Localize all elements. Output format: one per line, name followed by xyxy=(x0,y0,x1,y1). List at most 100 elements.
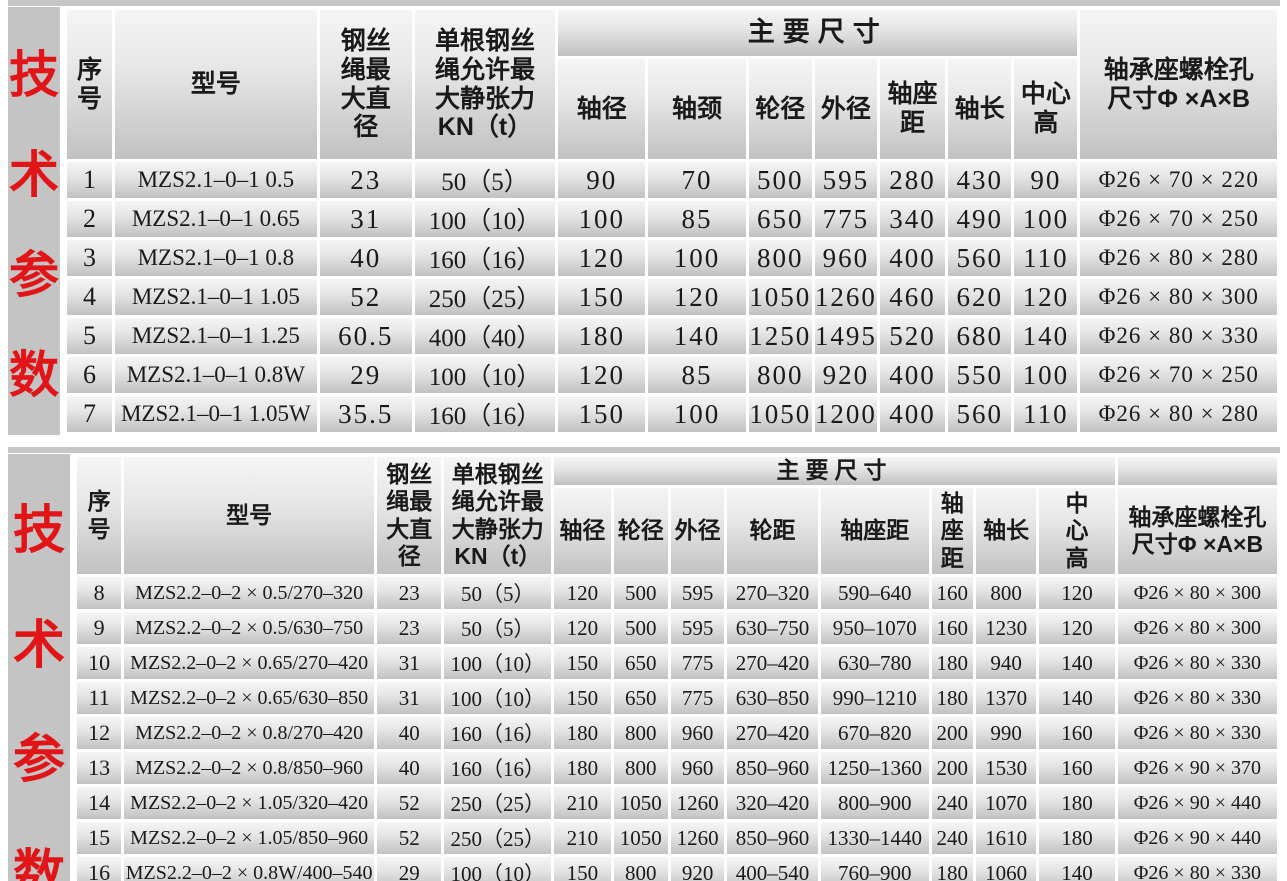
spec-table-block-2: 技术参数 序号 型号 钢丝绳最大直径 单根钢丝绳允许最大静张力KN（t） 主要尺… xyxy=(8,454,1280,881)
cell-rope: 23 xyxy=(377,577,442,609)
cell-d: 150 xyxy=(558,396,646,432)
cell-d: 100 xyxy=(1014,201,1078,237)
cell-seq: 14 xyxy=(77,787,122,819)
cell-d: 560 xyxy=(948,240,1012,276)
col-header-shaft-neck: 轴颈 xyxy=(648,59,746,159)
cell-d: 120 xyxy=(558,240,646,276)
cell-model: MZS2.2–0–2 × 1.05/320–420 xyxy=(124,787,374,819)
cell-tension: 160（16） xyxy=(444,752,552,784)
cell-d: 950–1070 xyxy=(820,612,929,644)
cell-bolt: Φ26 × 80 × 300 xyxy=(1117,612,1277,644)
cell-d: 550 xyxy=(948,357,1012,393)
cell-bolt: Φ26 × 80 × 300 xyxy=(1080,279,1277,315)
cell-bolt: Φ26 × 90 × 440 xyxy=(1117,787,1277,819)
cell-d: 120 xyxy=(648,279,746,315)
col-header-model-label: 型号 xyxy=(190,70,241,99)
cell-d: 920 xyxy=(670,857,725,881)
cell-bolt: Φ26 × 80 × 330 xyxy=(1117,682,1277,714)
col-header-shaft-seat-distance-range: 轴座距 xyxy=(820,488,929,574)
table-row: 12 MZS2.2–0–2 × 0.8/270–420 40 160（16） 180 80… xyxy=(77,717,1277,749)
cell-d: 85 xyxy=(648,201,746,237)
cell-tension: 100（10） xyxy=(414,357,556,393)
cell-d: 180 xyxy=(554,717,611,749)
cell-d: 430 xyxy=(948,162,1012,198)
cell-d: 800–900 xyxy=(820,787,929,819)
cell-seq: 5 xyxy=(67,318,113,354)
col-header-rope-label: 钢丝绳最大直径 xyxy=(340,27,391,142)
cell-tension: 400（40） xyxy=(414,318,556,354)
cell-d: 500 xyxy=(613,612,668,644)
table1-body: 1 MZS2.1–0–1 0.5 23 50（5） 90 70 500 595 280 430 90… xyxy=(67,162,1277,432)
cell-model: MZS2.2–0–2 × 0.8/270–420 xyxy=(124,717,374,749)
side-label-char: 数 xyxy=(12,846,65,881)
col-header-seq: 序号 xyxy=(67,10,113,159)
cell-bolt: Φ26 × 80 × 330 xyxy=(1117,647,1277,679)
cell-model: MZS2.2–0–2 × 0.5/630–750 xyxy=(124,612,374,644)
cell-d: 1200 xyxy=(814,396,877,432)
col-group-main-dimensions: 主要尺寸 xyxy=(558,10,1078,56)
cell-seq: 16 xyxy=(77,857,122,881)
cell-d: 490 xyxy=(948,201,1012,237)
cell-tension: 100（10） xyxy=(414,201,556,237)
col-header-tension-label: 单根钢丝绳允许最大静张力KN（t） xyxy=(435,27,536,142)
cell-d: 1530 xyxy=(975,752,1037,784)
cell-d: 270–420 xyxy=(727,717,818,749)
col-header-shaft-length: 轴长 xyxy=(948,59,1012,159)
spec-table-1: 序号 型号 钢丝绳最大直径 单根钢丝绳允许最大静张力KN（t） 主要尺寸 轴承座… xyxy=(64,7,1280,435)
cell-d: 150 xyxy=(554,647,611,679)
bolt-header-line1: 轴承座螺栓孔 xyxy=(1128,503,1267,530)
cell-model: MZS2.2–0–2 × 0.65/270–420 xyxy=(124,647,374,679)
col-header-seq-label: 序号 xyxy=(77,55,103,113)
col-header-shaft-diameter: 轴径 xyxy=(558,59,646,159)
cell-rope: 52 xyxy=(319,279,412,315)
cell-d: 990–1210 xyxy=(820,682,929,714)
cell-rope: 31 xyxy=(319,201,412,237)
cell-d: 160 xyxy=(1039,717,1115,749)
table-row: 2 MZS2.1–0–1 0.65 31 100（10） 100 85 650 775 340 4… xyxy=(67,201,1277,237)
cell-d: 590–640 xyxy=(820,577,929,609)
cell-d: 180 xyxy=(558,318,646,354)
cell-d: 670–820 xyxy=(820,717,929,749)
cell-d: 240 xyxy=(931,822,973,854)
cell-bolt: Φ26 × 90 × 370 xyxy=(1117,752,1277,784)
cell-tension: 160（16） xyxy=(414,240,556,276)
cell-model: MZS2.2–0–2 × 0.8W/400–540 xyxy=(124,857,374,881)
cell-d: 150 xyxy=(554,857,611,881)
banner-spacer-cell xyxy=(1117,457,1277,485)
cell-rope: 35.5 xyxy=(319,396,412,432)
cell-d: 140 xyxy=(1039,682,1115,714)
cell-d: 1060 xyxy=(975,857,1037,881)
cell-d: 120 xyxy=(558,357,646,393)
table-row: 6 MZS2.1–0–1 0.8W 29 100（10） 120 85 800 920 400 5… xyxy=(67,357,1277,393)
cell-d: 620 xyxy=(948,279,1012,315)
col-header-tension-label: 单根钢丝绳允许最大静张力KN（t） xyxy=(451,461,544,569)
cell-d: 850–960 xyxy=(727,752,818,784)
cell-tension: 160（16） xyxy=(444,717,552,749)
cell-bolt: Φ26 × 80 × 330 xyxy=(1117,857,1277,881)
cell-rope: 40 xyxy=(319,240,412,276)
cell-rope: 52 xyxy=(377,787,442,819)
cell-d: 180 xyxy=(931,857,973,881)
cell-d: 920 xyxy=(814,357,877,393)
cell-model: MZS2.1–0–1 0.8W xyxy=(115,357,317,393)
cell-rope: 23 xyxy=(319,162,412,198)
cell-bolt: Φ26 × 80 × 300 xyxy=(1117,577,1277,609)
cell-d: 180 xyxy=(1039,787,1115,819)
cell-d: 240 xyxy=(931,787,973,819)
cell-seq: 11 xyxy=(77,682,122,714)
col-header-seq-label: 序号 xyxy=(87,488,111,542)
cell-d: 200 xyxy=(931,717,973,749)
cell-d: 210 xyxy=(554,787,611,819)
cell-d: 200 xyxy=(931,752,973,784)
col-header-outer-diameter: 外径 xyxy=(814,59,877,159)
cell-d: 140 xyxy=(1039,647,1115,679)
col-header-model-label: 型号 xyxy=(226,501,273,528)
col-header-rope-max-diameter: 钢丝绳最大直径 xyxy=(377,457,442,574)
col-header-shaft-seat-distance-label: 轴座距 xyxy=(940,490,964,571)
cell-rope: 40 xyxy=(377,717,442,749)
cell-d: 210 xyxy=(554,822,611,854)
col-header-rope-max-diameter: 钢丝绳最大直径 xyxy=(319,10,412,159)
cell-d: 1330–1440 xyxy=(820,822,929,854)
cell-d: 1050 xyxy=(613,822,668,854)
